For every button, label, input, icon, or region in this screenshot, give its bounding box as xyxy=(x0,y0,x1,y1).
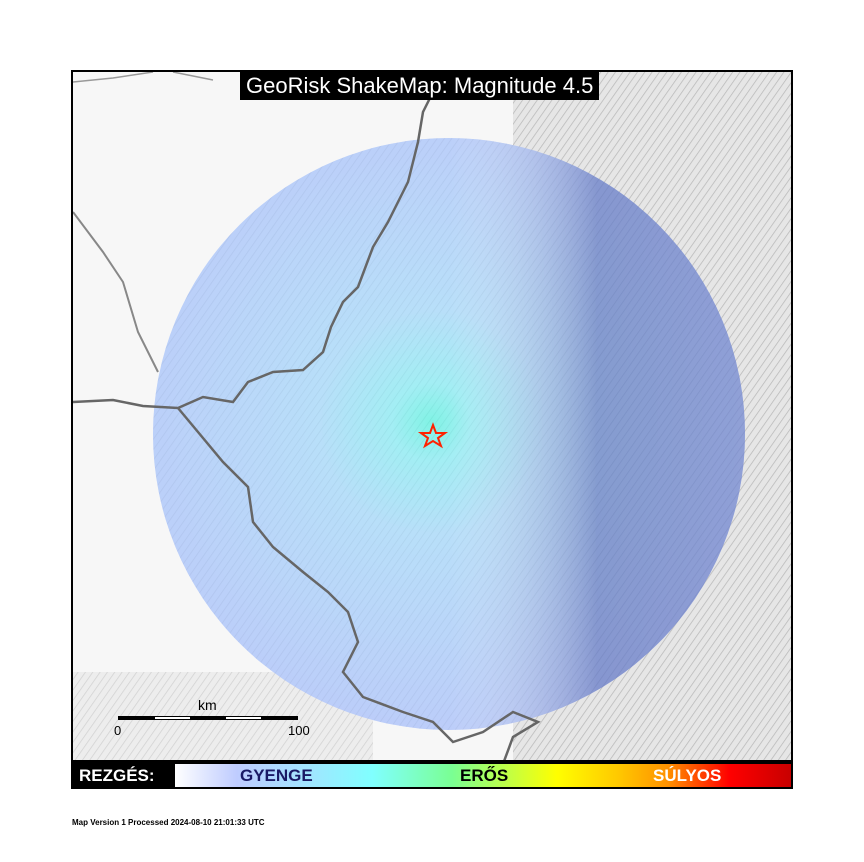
shakemap-area[interactable] xyxy=(71,70,793,762)
legend-level-severe: SÚLYOS xyxy=(653,766,722,785)
scale-unit: km xyxy=(198,697,217,713)
country-border xyxy=(73,72,445,410)
legend-label: REZGÉS: xyxy=(79,766,155,785)
scale-max-label: 100 xyxy=(288,723,310,738)
legend-color-scale: GYENGE ERŐS SÚLYOS xyxy=(175,764,791,787)
scale-bar: km 0 100 xyxy=(114,697,310,738)
river xyxy=(73,72,214,83)
processing-info: Map Version 1 Processed 2024-08-10 21:01… xyxy=(72,818,265,827)
intensity-legend: REZGÉS: GYENGE ERŐS SÚLYOS xyxy=(71,762,793,789)
legend-level-light: GYENGE xyxy=(240,766,313,785)
river xyxy=(73,211,159,373)
country-border xyxy=(177,407,541,760)
scale-bar-graphic xyxy=(118,716,298,720)
map-canvas xyxy=(73,72,791,760)
legend-level-strong: ERŐS xyxy=(460,766,509,785)
scale-min-label: 0 xyxy=(114,723,122,738)
map-title: GeoRisk ShakeMap: Magnitude 4.5 xyxy=(240,72,600,100)
epicenter-star-icon xyxy=(417,422,449,449)
